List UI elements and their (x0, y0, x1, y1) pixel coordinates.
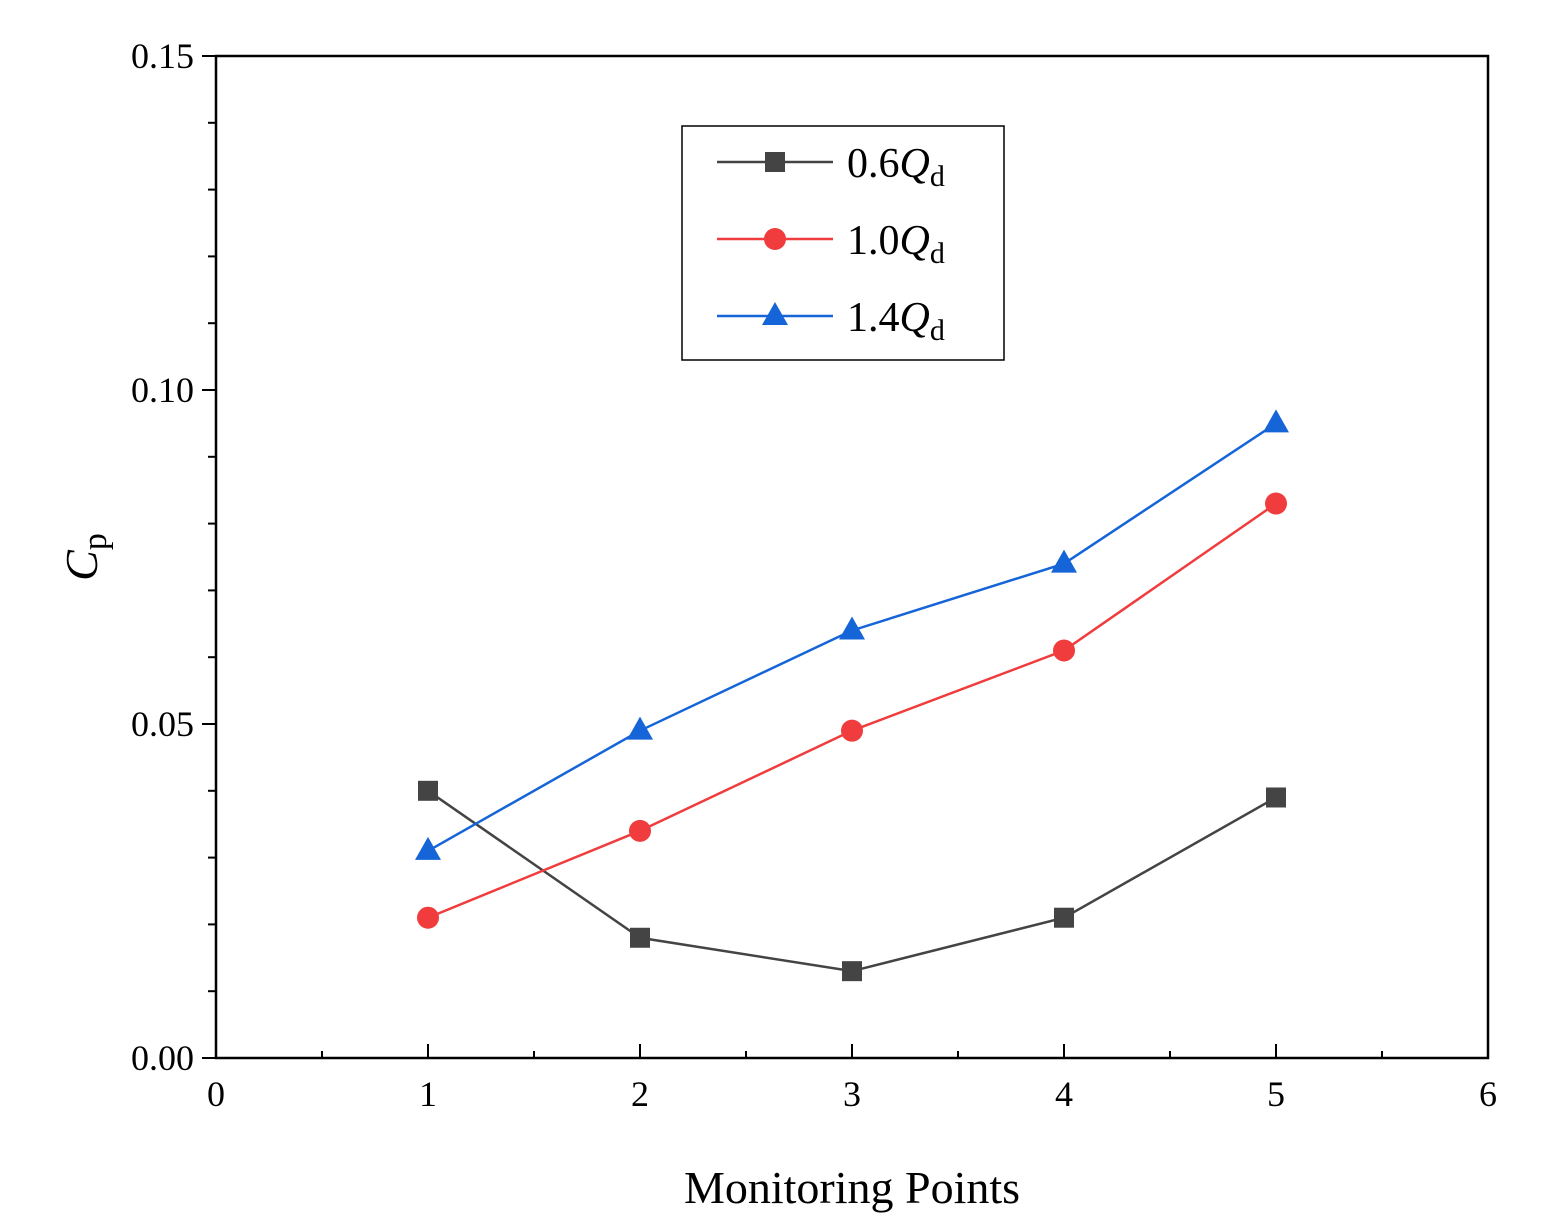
x-tick-label: 6 (1479, 1074, 1497, 1114)
data-point (1265, 492, 1287, 515)
x-tick-label: 4 (1055, 1074, 1073, 1114)
legend-label: 1.4Qd (847, 295, 945, 347)
data-point (839, 616, 865, 640)
x-tick-label: 5 (1267, 1074, 1285, 1114)
x-tick-label: 3 (843, 1074, 861, 1114)
data-point (627, 716, 653, 740)
legend-label: 1.0Qd (847, 218, 945, 270)
x-tick-label: 2 (631, 1074, 649, 1114)
y-tick-label: 0.05 (131, 704, 194, 744)
x-tick-label: 0 (207, 1074, 225, 1114)
legend-entry-1.0Qd: 1.0Qd (717, 218, 945, 270)
series-1.4Qd (415, 409, 1289, 860)
y-tick-label: 0.10 (131, 370, 194, 410)
legend-symbol: Q (900, 141, 930, 187)
data-point (1263, 409, 1289, 433)
x-tick-label: 1 (419, 1074, 437, 1114)
data-point (629, 819, 651, 842)
legend-label: 0.6Qd (847, 141, 945, 193)
legend-coef: 1.4 (847, 295, 900, 341)
legend-subscript: d (930, 237, 945, 270)
legend-marker (762, 302, 788, 325)
data-point (415, 836, 441, 860)
legend-marker (765, 152, 785, 172)
legend-symbol: Q (900, 218, 930, 264)
y-tick-label: 0.00 (131, 1038, 194, 1078)
legend-entry-0.6Qd: 0.6Qd (717, 141, 945, 193)
data-point (842, 961, 862, 982)
y-axis-title: Cp (56, 533, 114, 581)
data-point (841, 719, 863, 742)
y-axis-subscript: p (77, 533, 114, 550)
y-axis-symbol: C (56, 549, 107, 581)
data-point (417, 906, 439, 929)
data-point (418, 780, 438, 801)
legend-symbol: Q (900, 295, 930, 341)
plot-frame (214, 54, 1490, 1060)
data-point (1051, 549, 1077, 573)
series-layer (415, 409, 1289, 982)
svg-text:Cp: Cp (56, 533, 114, 581)
data-point (1053, 639, 1075, 662)
data-point (1054, 907, 1074, 928)
legend-marker (764, 228, 786, 250)
y-tick-label: 0.15 (131, 36, 194, 76)
data-point (1266, 787, 1286, 808)
legend-coef: 0.6 (847, 141, 900, 187)
series-0.6Qd (418, 780, 1286, 982)
series-1.0Qd (417, 492, 1287, 929)
legend-entry-1.4Qd: 1.4Qd (717, 295, 945, 347)
legend-subscript: d (930, 160, 945, 193)
legend-coef: 1.0 (847, 218, 900, 264)
series-line (427, 789, 1277, 973)
series-line (427, 502, 1277, 919)
x-axis-title: Monitoring Points (684, 1162, 1020, 1213)
legend-box (681, 125, 1005, 361)
legend-subscript: d (930, 314, 945, 347)
data-point (630, 927, 650, 948)
